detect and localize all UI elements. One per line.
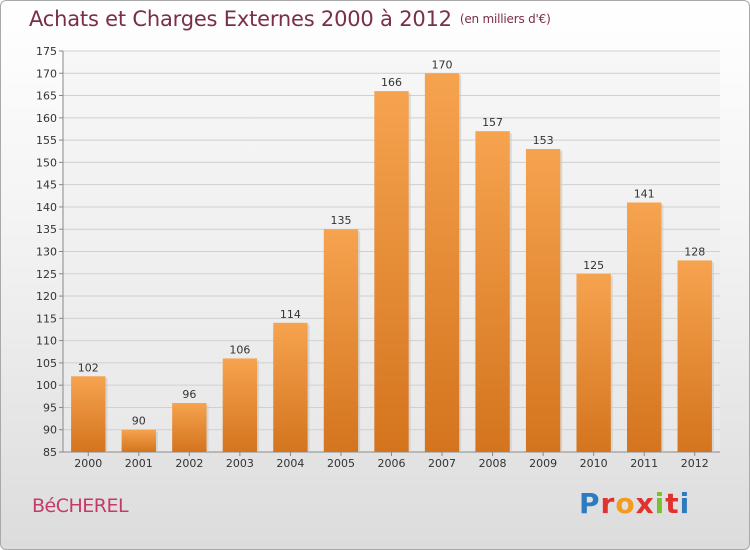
- x-tick-label: 2000: [74, 457, 102, 470]
- x-tick-label: 2008: [479, 457, 507, 470]
- logo-letter: t: [665, 487, 680, 520]
- y-tick-label: 145: [36, 179, 57, 192]
- commune-name: BéCHEREL: [32, 495, 129, 517]
- x-tick-label: 2002: [175, 457, 203, 470]
- y-tick-label: 130: [36, 246, 57, 259]
- bar: [627, 202, 662, 452]
- logo-letter: x: [635, 487, 655, 520]
- x-tick-label: 2007: [428, 457, 456, 470]
- data-label: 153: [533, 134, 554, 147]
- data-label: 90: [132, 415, 146, 428]
- y-tick-label: 85: [43, 446, 57, 459]
- logo-letter: i: [654, 487, 666, 520]
- bar: [576, 273, 611, 452]
- data-label: 102: [78, 361, 99, 374]
- y-tick-label: 140: [36, 201, 57, 214]
- y-tick-label: 90: [43, 424, 57, 437]
- data-label: 125: [583, 259, 604, 272]
- bar: [222, 358, 258, 452]
- y-tick-label: 155: [36, 134, 57, 147]
- chart-title: Achats et Charges Externes 2000 à 2012 (e…: [29, 7, 551, 31]
- y-tick-label: 170: [36, 67, 57, 80]
- y-tick-label: 125: [36, 268, 57, 281]
- chart-subtitle: (en milliers d'€): [459, 12, 551, 26]
- bar: [273, 322, 308, 452]
- y-tick-label: 105: [36, 357, 57, 370]
- data-label: 170: [432, 58, 453, 71]
- bar: [323, 229, 359, 452]
- x-tick-label: 2004: [276, 457, 304, 470]
- x-tick-label: 2001: [125, 457, 153, 470]
- x-tick-label: 2011: [630, 457, 658, 470]
- y-tick-label: 135: [36, 223, 57, 236]
- bar: [677, 260, 712, 452]
- y-tick-label: 120: [36, 290, 57, 303]
- data-label: 135: [330, 214, 351, 227]
- x-tick-label: 2005: [327, 457, 355, 470]
- bar: [121, 429, 156, 452]
- bar: [172, 402, 207, 452]
- data-label: 114: [280, 308, 301, 321]
- chart-title-text: Achats et Charges Externes 2000 à 2012: [29, 7, 452, 31]
- data-label: 166: [381, 76, 402, 89]
- logo-letter: o: [615, 487, 636, 520]
- y-tick-label: 175: [36, 45, 57, 58]
- x-tick-label: 2006: [378, 457, 406, 470]
- data-label: 96: [182, 388, 196, 401]
- x-tick-label: 2009: [529, 457, 557, 470]
- data-label: 128: [684, 245, 705, 258]
- data-label: 141: [634, 187, 655, 200]
- logo-letter: i: [679, 487, 691, 520]
- y-tick-label: 95: [43, 401, 57, 414]
- y-tick-label: 150: [36, 156, 57, 169]
- y-tick-label: 100: [36, 379, 57, 392]
- logo-letter: r: [600, 487, 616, 520]
- bar: [424, 73, 460, 453]
- data-label: 106: [229, 343, 250, 356]
- logo-letter: P: [579, 487, 601, 520]
- y-tick-label: 160: [36, 112, 57, 125]
- bar: [475, 131, 510, 452]
- x-tick-label: 2003: [226, 457, 254, 470]
- bar: [71, 376, 106, 452]
- bar: [525, 149, 561, 452]
- bar: [374, 91, 409, 452]
- y-tick-label: 115: [36, 312, 57, 325]
- x-tick-label: 2012: [681, 457, 709, 470]
- y-tick-label: 110: [36, 335, 57, 348]
- x-tick-label: 2010: [580, 457, 608, 470]
- y-tick-label: 165: [36, 90, 57, 103]
- proxiti-logo: Proxiti: [579, 487, 690, 520]
- data-label: 157: [482, 116, 503, 129]
